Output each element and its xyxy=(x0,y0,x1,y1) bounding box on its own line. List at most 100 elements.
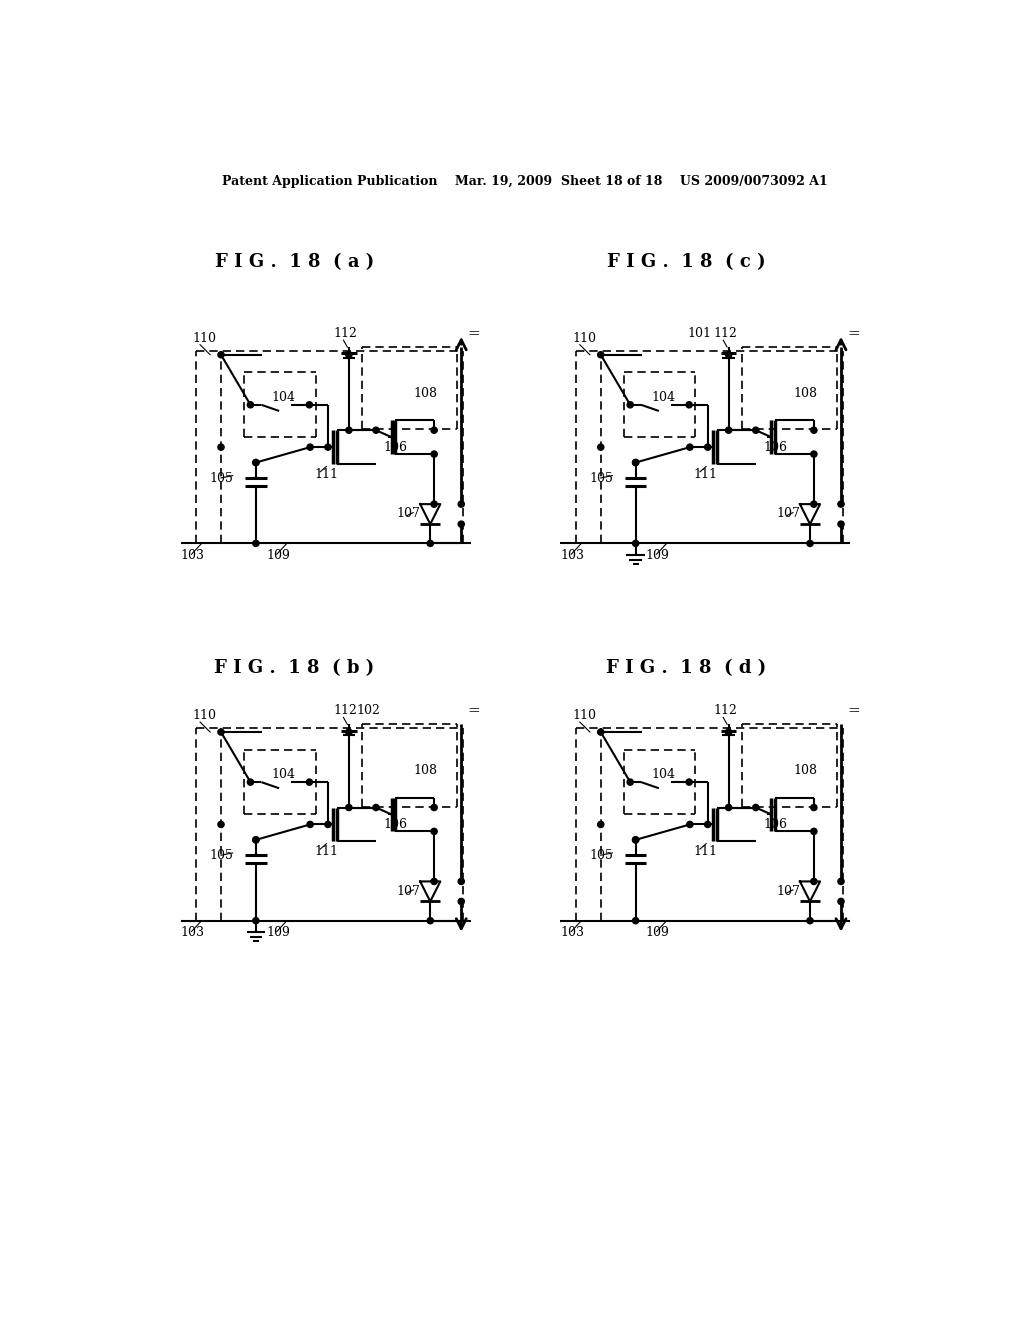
Circle shape xyxy=(811,502,817,507)
Circle shape xyxy=(633,459,639,466)
Circle shape xyxy=(811,428,817,433)
Circle shape xyxy=(253,459,259,466)
Circle shape xyxy=(807,540,813,546)
Circle shape xyxy=(218,351,224,358)
Text: 111: 111 xyxy=(693,845,718,858)
Circle shape xyxy=(705,444,711,450)
Circle shape xyxy=(306,779,312,785)
Circle shape xyxy=(686,779,692,785)
Text: 105: 105 xyxy=(589,471,613,484)
Text: 110: 110 xyxy=(193,709,216,722)
Circle shape xyxy=(726,729,732,735)
Circle shape xyxy=(373,428,379,433)
Text: 105: 105 xyxy=(209,849,233,862)
Text: 108: 108 xyxy=(793,764,817,777)
Circle shape xyxy=(431,451,437,457)
Text: 106: 106 xyxy=(384,818,408,832)
Circle shape xyxy=(218,729,224,735)
Circle shape xyxy=(253,459,259,466)
Circle shape xyxy=(753,804,759,810)
Circle shape xyxy=(838,878,844,884)
Circle shape xyxy=(346,729,352,735)
Text: F I G .  1 8  ( c ): F I G . 1 8 ( c ) xyxy=(606,253,765,272)
Text: 112: 112 xyxy=(713,327,737,341)
Circle shape xyxy=(633,837,639,843)
Text: F I G .  1 8  ( d ): F I G . 1 8 ( d ) xyxy=(606,659,766,677)
Text: 105: 105 xyxy=(589,849,613,862)
Circle shape xyxy=(325,444,331,450)
Text: F I G .  1 8  ( a ): F I G . 1 8 ( a ) xyxy=(215,253,374,272)
Circle shape xyxy=(253,837,259,843)
Circle shape xyxy=(811,878,817,884)
Circle shape xyxy=(431,829,437,834)
Text: 112: 112 xyxy=(334,705,357,717)
Text: 104: 104 xyxy=(651,391,675,404)
Circle shape xyxy=(458,521,464,527)
Circle shape xyxy=(811,451,817,457)
Polygon shape xyxy=(800,504,820,524)
Circle shape xyxy=(346,428,352,433)
Circle shape xyxy=(431,804,437,810)
Text: 106: 106 xyxy=(764,818,787,832)
Text: 101: 101 xyxy=(687,327,712,341)
Circle shape xyxy=(346,351,352,358)
Text: 111: 111 xyxy=(693,469,718,480)
Circle shape xyxy=(807,917,813,924)
Circle shape xyxy=(687,444,693,450)
Text: 110: 110 xyxy=(572,709,596,722)
Circle shape xyxy=(218,821,224,828)
Text: 107: 107 xyxy=(397,507,421,520)
Text: 110: 110 xyxy=(193,331,216,345)
Circle shape xyxy=(753,428,759,433)
Circle shape xyxy=(427,917,433,924)
Circle shape xyxy=(686,401,692,408)
Circle shape xyxy=(248,779,254,785)
Circle shape xyxy=(687,821,693,828)
Text: 106: 106 xyxy=(764,441,787,454)
Text: =: = xyxy=(467,327,480,341)
Text: 109: 109 xyxy=(266,549,290,562)
Circle shape xyxy=(705,821,711,828)
Text: 111: 111 xyxy=(314,469,338,480)
Circle shape xyxy=(253,917,259,924)
Circle shape xyxy=(218,444,224,450)
Circle shape xyxy=(838,899,844,904)
Circle shape xyxy=(726,351,732,358)
Text: 108: 108 xyxy=(414,387,437,400)
Circle shape xyxy=(427,540,433,546)
Text: 110: 110 xyxy=(572,331,596,345)
Circle shape xyxy=(838,502,844,507)
Text: Patent Application Publication    Mar. 19, 2009  Sheet 18 of 18    US 2009/00730: Patent Application Publication Mar. 19, … xyxy=(222,176,827,187)
Circle shape xyxy=(633,459,639,466)
Text: 109: 109 xyxy=(646,549,670,562)
Text: F I G .  1 8  ( b ): F I G . 1 8 ( b ) xyxy=(214,659,375,677)
Circle shape xyxy=(458,502,464,507)
Circle shape xyxy=(325,821,331,828)
Circle shape xyxy=(373,804,379,810)
Circle shape xyxy=(598,821,604,828)
Circle shape xyxy=(346,804,352,810)
Text: =: = xyxy=(467,705,480,718)
Circle shape xyxy=(726,428,732,433)
Text: 108: 108 xyxy=(793,387,817,400)
Text: =: = xyxy=(847,705,860,718)
Circle shape xyxy=(253,540,259,546)
Circle shape xyxy=(811,829,817,834)
Text: 112: 112 xyxy=(713,705,737,717)
Circle shape xyxy=(633,540,639,546)
Circle shape xyxy=(253,837,259,843)
Circle shape xyxy=(633,837,639,843)
Text: 102: 102 xyxy=(356,705,381,717)
Text: =: = xyxy=(847,327,860,341)
Circle shape xyxy=(598,444,604,450)
Text: 106: 106 xyxy=(384,441,408,454)
Text: 109: 109 xyxy=(646,927,670,939)
Text: 103: 103 xyxy=(180,549,205,562)
Circle shape xyxy=(811,804,817,810)
Text: 107: 107 xyxy=(776,884,801,898)
Circle shape xyxy=(633,917,639,924)
Text: 103: 103 xyxy=(560,927,585,939)
Text: 103: 103 xyxy=(180,927,205,939)
Circle shape xyxy=(627,401,633,408)
Circle shape xyxy=(307,444,313,450)
